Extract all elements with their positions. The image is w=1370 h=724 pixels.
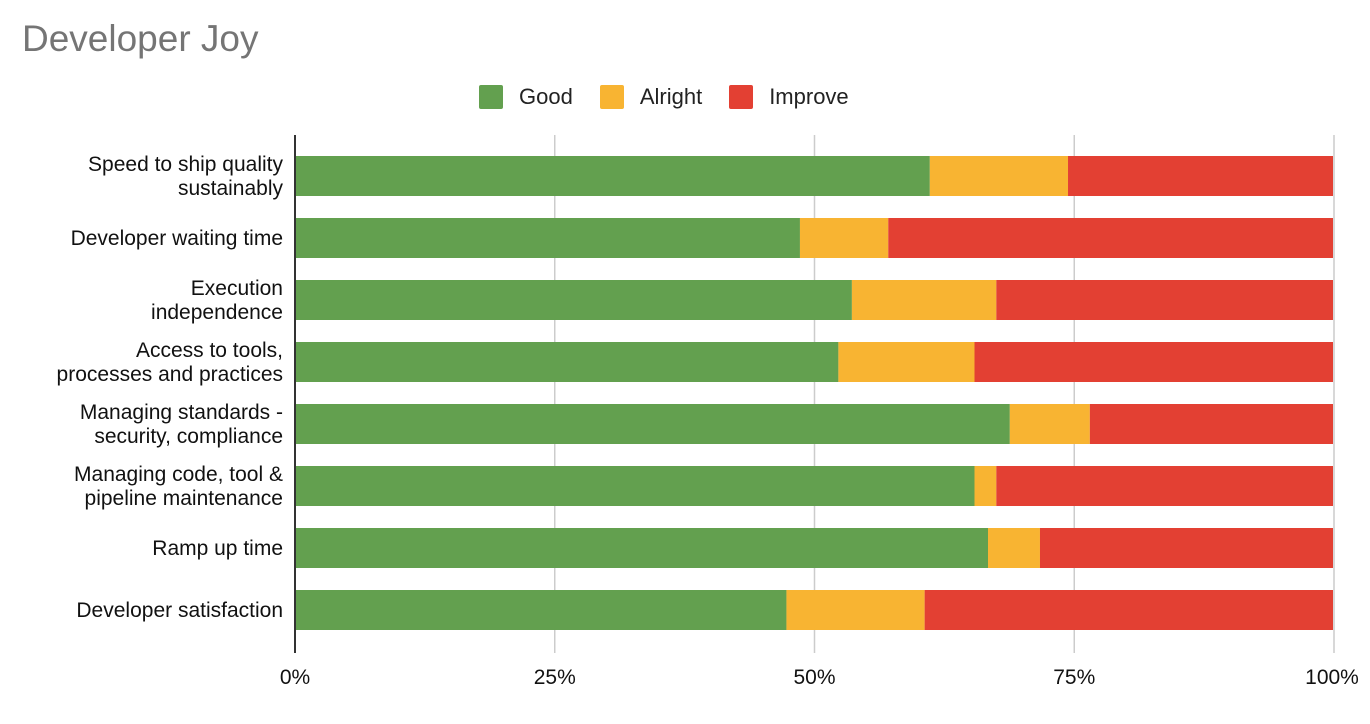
legend-label-good: Good [519,84,573,109]
category-label: sustainably [178,177,284,200]
bar-improve[interactable] [1089,404,1333,444]
category-label: Developer satisfaction [76,599,283,622]
category-label: independence [151,301,283,324]
category-label: Developer waiting time [71,227,283,250]
bar-improve[interactable] [996,280,1333,320]
category-label: security, compliance [94,425,283,448]
category-label: pipeline maintenance [85,487,283,510]
x-tick-label: 25% [534,666,576,689]
bar-good[interactable] [296,590,787,630]
bar-good[interactable] [296,466,975,506]
bar-alright[interactable] [799,218,889,258]
bar-improve[interactable] [924,590,1333,630]
category-label: Speed to ship quality [88,153,283,176]
bar-alright[interactable] [988,528,1040,568]
bar-alright[interactable] [929,156,1069,196]
bar-improve[interactable] [1039,528,1333,568]
legend-label-alright: Alright [639,84,703,109]
gridlines [554,135,1335,653]
bar-good[interactable] [296,404,1010,444]
category-label: Managing standards - [80,401,283,424]
bar-improve[interactable] [996,466,1333,506]
chart-title: Developer Joy [22,18,259,59]
category-label: processes and practices [57,363,283,386]
x-tick-label: 75% [1053,666,1095,689]
bar-improve[interactable] [974,342,1333,382]
category-label: Execution [191,277,283,300]
x-tick-label: 50% [793,666,835,689]
legend-swatch-alright [599,85,624,109]
bar-improve[interactable] [1068,156,1333,196]
bar-improve[interactable] [888,218,1333,258]
legend-swatch-good [479,85,503,109]
category-label: Access to tools, [136,339,283,362]
category-label: Managing code, tool & [74,463,283,486]
bar-alright[interactable] [851,280,997,320]
legend-label-improve: Improve [769,84,849,109]
bar-good[interactable] [296,342,839,382]
bars [296,156,1333,630]
bar-alright[interactable] [838,342,975,382]
legend: Good Alright Improve [479,84,876,110]
bar-good[interactable] [296,528,989,568]
x-tick-labels: 0% 25% 50% 75% 100% [280,666,1359,689]
bar-alright[interactable] [974,466,997,506]
legend-item-alright[interactable]: Alright [599,84,703,110]
legend-item-improve[interactable]: Improve [729,84,849,110]
legend-item-good[interactable]: Good [479,84,573,110]
bar-good[interactable] [296,280,852,320]
category-label: Ramp up time [152,537,283,560]
bar-good[interactable] [296,156,930,196]
x-tick-label: 100% [1305,666,1359,689]
bar-alright[interactable] [786,590,925,630]
x-tick-label: 0% [280,666,310,689]
bar-alright[interactable] [1009,404,1090,444]
legend-swatch-improve [729,85,754,109]
bar-good[interactable] [296,218,800,258]
